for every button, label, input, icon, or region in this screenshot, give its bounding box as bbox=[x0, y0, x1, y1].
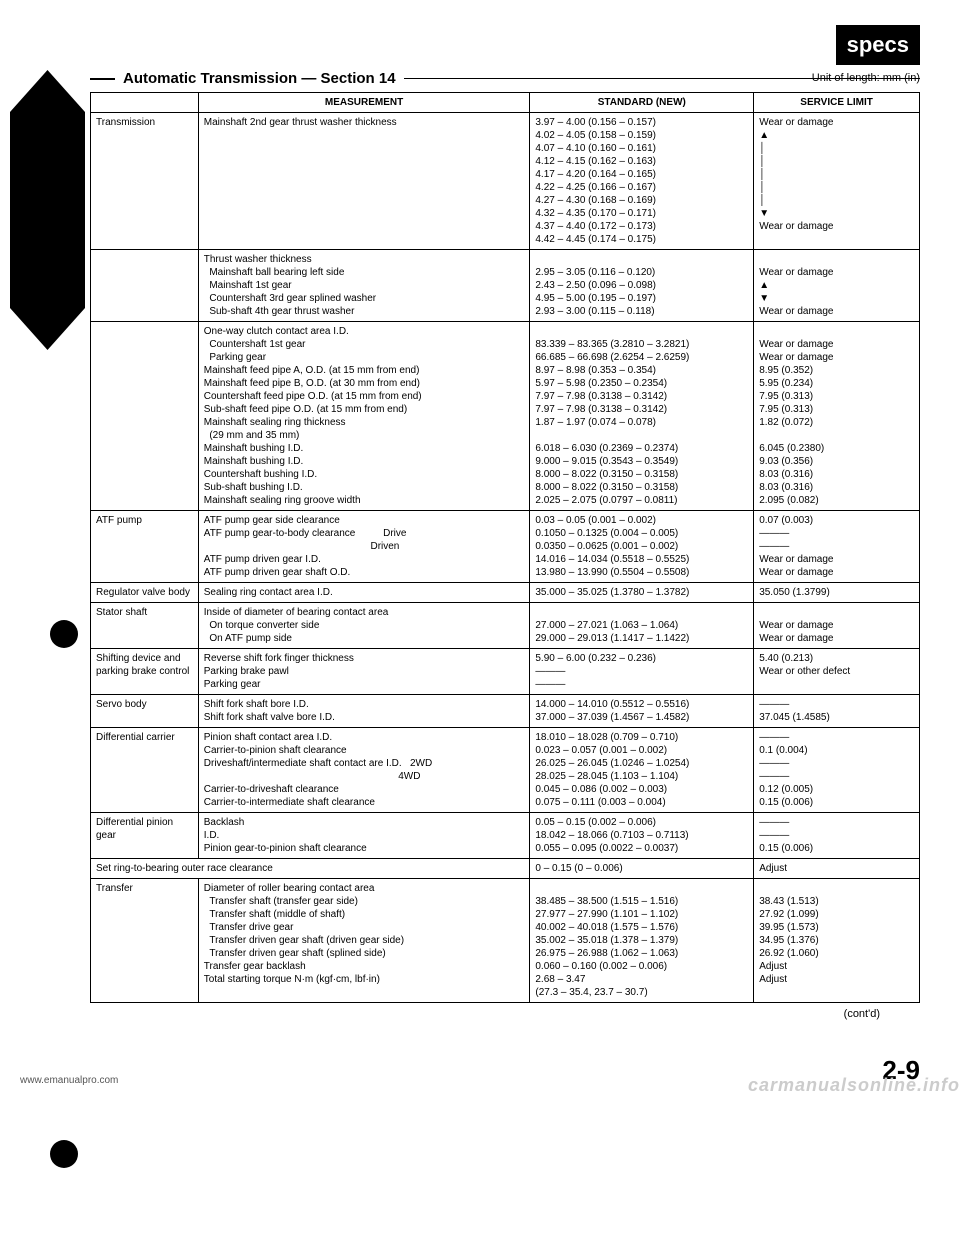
cell-standard: 3.97 – 4.00 (0.156 – 0.157) 4.02 – 4.05 … bbox=[530, 113, 754, 250]
cell-limit: ——— ——— 0.15 (0.006) bbox=[754, 813, 920, 859]
table-row: Differential pinion gearBacklash I.D. Pi… bbox=[91, 813, 920, 859]
decorative-circle bbox=[50, 620, 78, 648]
cell-component bbox=[91, 322, 199, 511]
table-row: Servo bodyShift fork shaft bore I.D. Shi… bbox=[91, 695, 920, 728]
cell-measurement: Pinion shaft contact area I.D. Carrier-t… bbox=[198, 728, 530, 813]
cell-limit: ——— 0.1 (0.004) ——— ——— 0.12 (0.005) 0.1… bbox=[754, 728, 920, 813]
watermark: carmanualsonline.info bbox=[748, 1075, 960, 1096]
continued-label: (cont'd) bbox=[90, 1008, 920, 1020]
cell-limit: Wear or damage Wear or damage bbox=[754, 603, 920, 649]
cell-component: Differential carrier bbox=[91, 728, 199, 813]
cell-measurement: One-way clutch contact area I.D. Counter… bbox=[198, 322, 530, 511]
cell-standard: 2.95 – 3.05 (0.116 – 0.120) 2.43 – 2.50 … bbox=[530, 250, 754, 322]
specs-badge: specs bbox=[836, 25, 920, 65]
cell-standard: 38.485 – 38.500 (1.515 – 1.516) 27.977 –… bbox=[530, 879, 754, 1003]
cell-limit: 38.43 (1.513) 27.92 (1.099) 39.95 (1.573… bbox=[754, 879, 920, 1003]
decorative-circle bbox=[50, 1140, 78, 1168]
cell-measurement: Mainshaft 2nd gear thrust washer thickne… bbox=[198, 113, 530, 250]
cell-component: Differential pinion gear bbox=[91, 813, 199, 859]
section-title: Automatic Transmission — Section 14 bbox=[123, 70, 396, 87]
decorative-diamond bbox=[10, 70, 85, 350]
cell-measurement: Diameter of roller bearing contact area … bbox=[198, 879, 530, 1003]
cell-standard: 0 – 0.15 (0 – 0.006) bbox=[530, 859, 754, 879]
table-row: Stator shaftInside of diameter of bearin… bbox=[91, 603, 920, 649]
cell-measurement: Shift fork shaft bore I.D. Shift fork sh… bbox=[198, 695, 530, 728]
source-url: www.emanualpro.com bbox=[20, 1075, 118, 1086]
cell-limit: 35.050 (1.3799) bbox=[754, 583, 920, 603]
cell-limit: Wear or damage ▲ ▼ Wear or damage bbox=[754, 250, 920, 322]
table-row: ATF pumpATF pump gear side clearance ATF… bbox=[91, 511, 920, 583]
col-measurement: MEASUREMENT bbox=[198, 93, 530, 113]
specs-table: MEASUREMENT STANDARD (NEW) SERVICE LIMIT… bbox=[90, 92, 920, 1003]
cell-component bbox=[91, 250, 199, 322]
cell-component: Transmission bbox=[91, 113, 199, 250]
title-dash bbox=[90, 78, 115, 80]
col-limit: SERVICE LIMIT bbox=[754, 93, 920, 113]
cell-component: Stator shaft bbox=[91, 603, 199, 649]
cell-limit: Wear or damage ▲ │ │ │ │ │ ▼ Wear or dam… bbox=[754, 113, 920, 250]
col-component bbox=[91, 93, 199, 113]
table-row: Regulator valve bodySealing ring contact… bbox=[91, 583, 920, 603]
table-row: TransferDiameter of roller bearing conta… bbox=[91, 879, 920, 1003]
cell-measurement: Backlash I.D. Pinion gear-to-pinion shaf… bbox=[198, 813, 530, 859]
cell-component: Regulator valve body bbox=[91, 583, 199, 603]
cell-standard: 27.000 – 27.021 (1.063 – 1.064) 29.000 –… bbox=[530, 603, 754, 649]
cell-limit: Adjust bbox=[754, 859, 920, 879]
cell-measurement: Thrust washer thickness Mainshaft ball b… bbox=[198, 250, 530, 322]
table-row: One-way clutch contact area I.D. Counter… bbox=[91, 322, 920, 511]
cell-component: Set ring-to-bearing outer race clearance bbox=[91, 859, 530, 879]
cell-component: Shifting device and parking brake contro… bbox=[91, 649, 199, 695]
cell-component: Transfer bbox=[91, 879, 199, 1003]
col-standard: STANDARD (NEW) bbox=[530, 93, 754, 113]
cell-limit: Wear or damage Wear or damage 8.95 (0.35… bbox=[754, 322, 920, 511]
cell-standard: 35.000 – 35.025 (1.3780 – 1.3782) bbox=[530, 583, 754, 603]
unit-label: Unit of length: mm (in) bbox=[812, 72, 920, 84]
cell-standard: 83.339 – 83.365 (3.2810 – 3.2821) 66.685… bbox=[530, 322, 754, 511]
table-row: TransmissionMainshaft 2nd gear thrust wa… bbox=[91, 113, 920, 250]
cell-component: ATF pump bbox=[91, 511, 199, 583]
cell-measurement: Inside of diameter of bearing contact ar… bbox=[198, 603, 530, 649]
table-row: Shifting device and parking brake contro… bbox=[91, 649, 920, 695]
cell-limit: ——— 37.045 (1.4585) bbox=[754, 695, 920, 728]
cell-limit: 5.40 (0.213) Wear or other defect bbox=[754, 649, 920, 695]
cell-standard: 5.90 – 6.00 (0.232 – 0.236) ——— ——— bbox=[530, 649, 754, 695]
cell-standard: 0.03 – 0.05 (0.001 – 0.002) 0.1050 – 0.1… bbox=[530, 511, 754, 583]
cell-measurement: Reverse shift fork finger thickness Park… bbox=[198, 649, 530, 695]
cell-standard: 0.05 – 0.15 (0.002 – 0.006) 18.042 – 18.… bbox=[530, 813, 754, 859]
cell-component: Servo body bbox=[91, 695, 199, 728]
table-row: Differential carrierPinion shaft contact… bbox=[91, 728, 920, 813]
cell-standard: 14.000 – 14.010 (0.5512 – 0.5516) 37.000… bbox=[530, 695, 754, 728]
cell-limit: 0.07 (0.003) ——— ——— Wear or damage Wear… bbox=[754, 511, 920, 583]
cell-standard: 18.010 – 18.028 (0.709 – 0.710) 0.023 – … bbox=[530, 728, 754, 813]
cell-measurement: Sealing ring contact area I.D. bbox=[198, 583, 530, 603]
cell-measurement: ATF pump gear side clearance ATF pump ge… bbox=[198, 511, 530, 583]
table-row: Set ring-to-bearing outer race clearance… bbox=[91, 859, 920, 879]
table-row: Thrust washer thickness Mainshaft ball b… bbox=[91, 250, 920, 322]
